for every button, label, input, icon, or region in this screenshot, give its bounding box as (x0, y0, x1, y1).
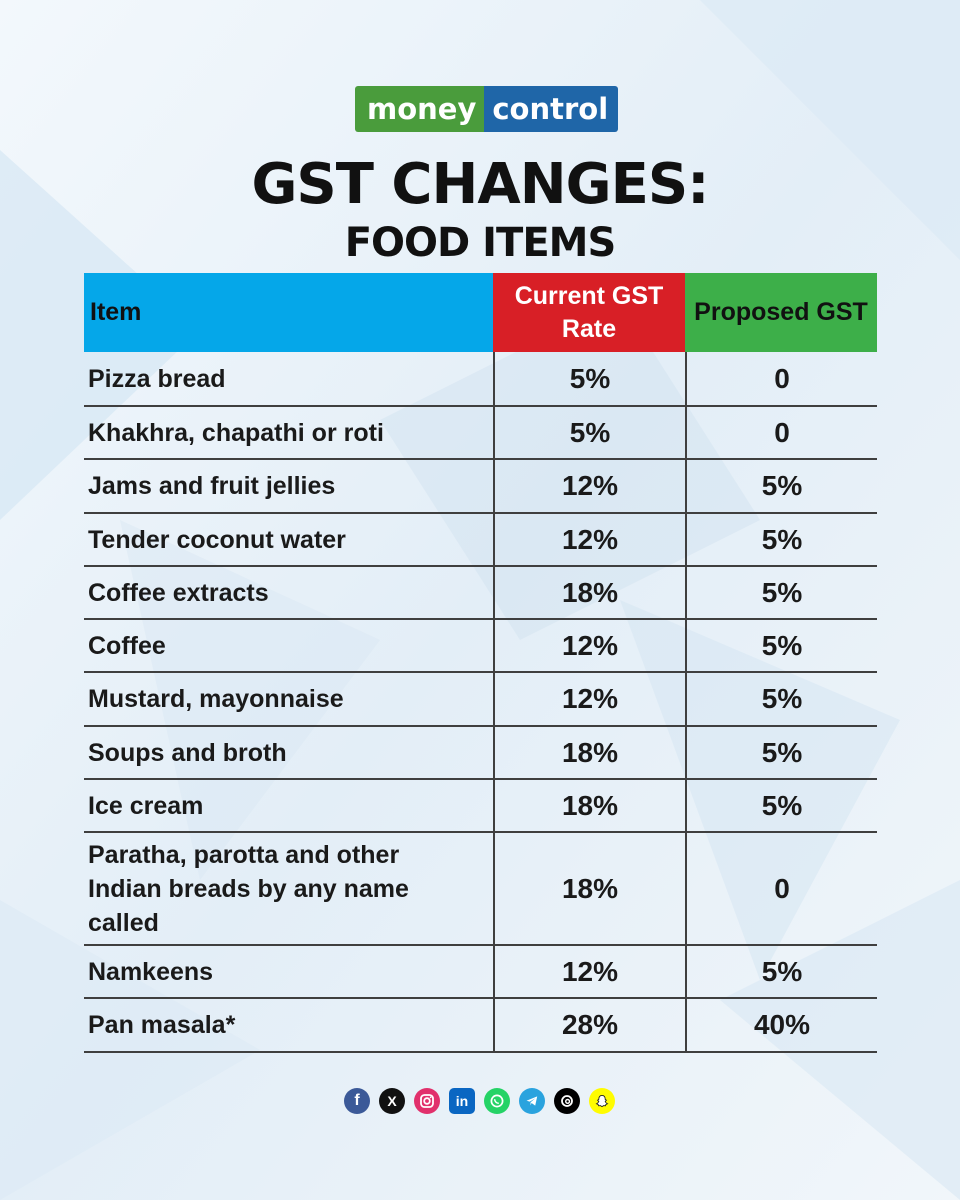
proposed-rate: 0 (685, 352, 877, 405)
item-name: Namkeens (88, 957, 214, 986)
current-rate: 12% (493, 514, 685, 565)
proposed-rate: 5% (685, 620, 877, 671)
table-row: Tender coconut water 12% 5% (84, 514, 877, 567)
table-row: Mustard, mayonnaise 12% 5% (84, 673, 877, 727)
proposed-rate: 40% (685, 999, 877, 1051)
proposed-rate: 5% (685, 780, 877, 831)
x-icon[interactable]: X (379, 1088, 405, 1114)
proposed-rate: 0 (685, 833, 877, 944)
page-subtitle: FOOD ITEMS (344, 220, 617, 266)
table-header: Item Current GST Rate Proposed GST (84, 273, 877, 352)
header-item: Item (84, 273, 493, 352)
current-rate: 18% (493, 727, 685, 778)
item-name: Jams and fruit jellies (88, 472, 336, 500)
telegram-icon[interactable] (519, 1088, 545, 1114)
proposed-rate: 5% (685, 567, 877, 618)
moneycontrol-logo: money control (355, 86, 619, 132)
current-rate: 28% (493, 999, 685, 1051)
current-rate: 5% (493, 352, 685, 405)
current-rate: 12% (493, 460, 685, 512)
proposed-rate: 5% (685, 946, 877, 997)
table-row: Coffee extracts 18% 5% (84, 567, 877, 620)
social-icons: f X in (344, 1088, 624, 1116)
gst-table: Item Current GST Rate Proposed GST Pizza… (84, 273, 877, 1053)
table-row: Paratha, parotta and other Indian breads… (84, 833, 877, 946)
table-row: Pizza bread 5% 0 (84, 352, 877, 407)
item-name: Pizza bread (88, 364, 226, 393)
logo-text-control: control (484, 86, 619, 132)
current-rate: 18% (493, 833, 685, 944)
proposed-rate: 5% (685, 514, 877, 565)
item-name: Coffee (88, 631, 166, 660)
proposed-rate: 5% (685, 673, 877, 725)
linkedin-icon[interactable]: in (449, 1088, 475, 1114)
threads-icon[interactable] (554, 1088, 580, 1114)
snapchat-icon[interactable] (589, 1088, 615, 1114)
item-name: Tender coconut water (88, 525, 346, 554)
current-rate: 12% (493, 673, 685, 725)
instagram-icon[interactable] (414, 1088, 440, 1114)
header-proposed-gst: Proposed GST (685, 273, 877, 352)
item-name: Soups and broth (88, 738, 287, 767)
item-name: Coffee extracts (88, 578, 269, 607)
item-name: Khakhra, chapathi or roti (88, 418, 384, 447)
logo-text-money: money (355, 86, 485, 132)
table-row: Jams and fruit jellies 12% 5% (84, 460, 877, 514)
whatsapp-icon[interactable] (484, 1088, 510, 1114)
table-row: Namkeens 12% 5% (84, 946, 877, 999)
header-current-gst: Current GST Rate (493, 273, 685, 352)
table-row: Ice cream 18% 5% (84, 780, 877, 833)
proposed-rate: 5% (685, 727, 877, 778)
proposed-rate: 5% (685, 460, 877, 512)
table-row: Soups and broth 18% 5% (84, 727, 877, 780)
table-row: Pan masala* 28% 40% (84, 999, 877, 1053)
item-name: Mustard, mayonnaise (88, 685, 344, 713)
current-rate: 12% (493, 620, 685, 671)
table-row: Khakhra, chapathi or roti 5% 0 (84, 407, 877, 460)
item-name: Pan masala* (88, 1011, 236, 1039)
current-rate: 12% (493, 946, 685, 997)
current-rate: 18% (493, 780, 685, 831)
proposed-rate: 0 (685, 407, 877, 458)
page-title: GST CHANGES: (251, 152, 709, 217)
facebook-icon[interactable]: f (344, 1088, 370, 1114)
current-rate: 18% (493, 567, 685, 618)
item-name: Ice cream (88, 791, 204, 820)
current-rate: 5% (493, 407, 685, 458)
item-name: Paratha, parotta and other Indian breads… (88, 840, 409, 937)
table-row: Coffee 12% 5% (84, 620, 877, 673)
